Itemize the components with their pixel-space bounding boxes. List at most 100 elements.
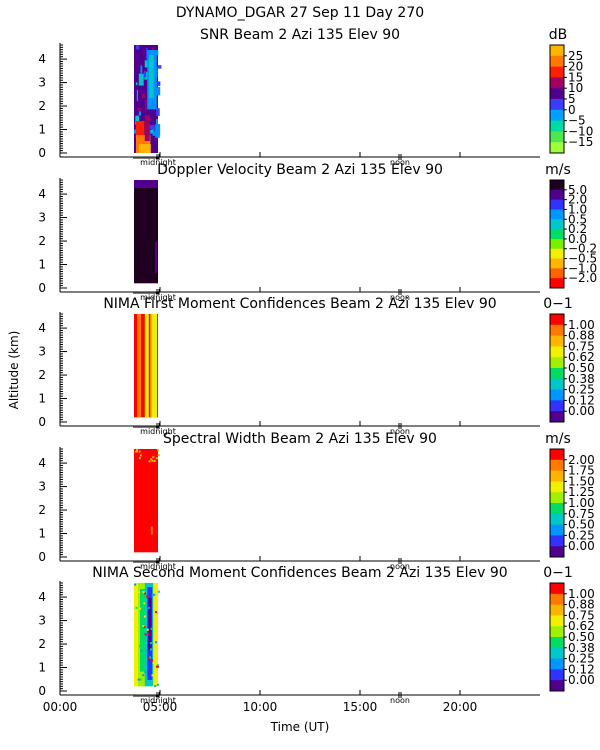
colorbar-swatch: [550, 248, 564, 260]
colorbar-swatch: [550, 99, 564, 111]
colorbar-swatch: [550, 637, 564, 649]
colorbar-swatch: [550, 546, 564, 558]
colorbar-label: 0.88: [568, 598, 595, 612]
colorbar-label: 0.00: [568, 539, 595, 553]
y-tick-label: 1: [38, 258, 46, 272]
colorbar-label: 2.0: [568, 193, 587, 207]
colorbar-swatch: [550, 55, 564, 68]
y-tick-label: 4: [38, 321, 46, 335]
colorbar-swatch: [550, 77, 564, 89]
colorbar-label: 0.62: [568, 350, 595, 364]
colorbar-label: 5.0: [568, 183, 587, 197]
colorbar-swatch: [550, 411, 564, 423]
colorbar-swatch: [550, 604, 564, 616]
panel-5: NIMA Second Moment Confidences Beam 2 Az…: [38, 565, 594, 705]
colorbar-label: 20: [568, 60, 583, 74]
colorbar-swatch: [550, 647, 564, 660]
colorbar-label: 0.88: [568, 329, 595, 343]
colorbar-swatch: [550, 513, 564, 526]
panel-1: SNR Beam 2 Azi 135 Elev 90 dB 0 1 2 3 4 midnigh…: [38, 27, 593, 167]
panel-title: Spectral Width Beam 2 Azi 135 Elev 90: [163, 431, 437, 447]
colorbar-unit: 0−1: [543, 296, 573, 312]
colorbar-label: 0.12: [568, 393, 595, 407]
colorbar-frame: [549, 179, 565, 289]
y-tick-label: 1: [38, 392, 46, 406]
colorbar-label: 0.25: [568, 528, 595, 542]
colorbar-label: 15: [568, 70, 583, 84]
x-tick-label: 20:00: [443, 700, 478, 714]
colorbar-label: 0.25: [568, 652, 595, 666]
colorbar-swatch: [550, 180, 564, 191]
panel-title: NIMA Second Moment Confidences Beam 2 Az…: [92, 565, 507, 581]
y-tick-label: 2: [38, 99, 46, 113]
x-tick-label: 00:00: [43, 700, 78, 714]
heatmap-cells: [134, 45, 162, 153]
y-tick-label: 3: [38, 480, 46, 494]
panel-title: NIMA First Moment Confidences Beam 2 Azi…: [103, 296, 496, 312]
colorbar-label: 0.38: [568, 372, 595, 386]
colorbar-label: −1.0: [568, 261, 597, 275]
colorbar-label: −2.0: [568, 271, 597, 285]
colorbar-label: 0.2: [568, 222, 587, 236]
colorbar-label: 1.00: [568, 318, 595, 332]
colorbar-swatch: [550, 346, 564, 358]
panels: SNR Beam 2 Azi 135 Elev 90 dB 0 1 2 3 4 midnigh…: [38, 27, 597, 714]
colorbar-label: 1.50: [568, 474, 595, 488]
marker-label: noon: [390, 427, 410, 436]
colorbar-label: 0.75: [568, 339, 595, 353]
colorbar-swatch: [550, 88, 564, 100]
colorbar-swatch: [550, 209, 564, 220]
y-tick-label: 2: [38, 368, 46, 382]
marker-label: midnight: [140, 427, 176, 436]
colorbar-swatch: [550, 583, 564, 595]
colorbar-swatch: [550, 45, 564, 57]
colorbar: 2.001.751.501.251.000.750.500.250.00: [549, 448, 595, 558]
colorbar: 1.000.880.750.620.500.380.250.120.00: [549, 313, 595, 423]
y-tick-label: 2: [38, 637, 46, 651]
y-tick-label: 0: [38, 415, 46, 429]
panel-4: Spectral Width Beam 2 Azi 135 Elev 90 m/s…: [38, 431, 594, 571]
colorbar-swatch: [550, 389, 564, 401]
colorbar-swatch: [550, 658, 564, 670]
colorbar-label: 0.50: [568, 630, 595, 644]
y-tick-label: 3: [38, 614, 46, 628]
y-tick-label: 0: [38, 550, 46, 564]
colorbar-label: 25: [568, 49, 583, 63]
y-tick-label: 4: [38, 456, 46, 470]
x-tick-label: 10:00: [243, 700, 278, 714]
colorbar-label: 0.75: [568, 608, 595, 622]
colorbar-swatch: [550, 268, 564, 279]
y-tick-label: 0: [38, 146, 46, 160]
marker-label: noon: [390, 696, 410, 705]
y-tick-label: 4: [38, 187, 46, 201]
colorbar-label: 0: [568, 103, 576, 117]
colorbar-swatch: [550, 189, 564, 201]
y-tick-label: 4: [38, 52, 46, 66]
y-tick-label: 4: [38, 590, 46, 604]
colorbar-label: −15: [568, 135, 593, 149]
colorbar-label: 2.00: [568, 453, 595, 467]
colorbar-swatch: [550, 258, 564, 269]
colorbar-label: 1.25: [568, 485, 595, 499]
heatmap-cells: [134, 449, 160, 553]
colorbar-swatch: [550, 524, 564, 536]
colorbar-swatch: [550, 335, 564, 347]
colorbar: 5.02.01.00.50.20.0−0.2−0.5−1.0−2.0: [549, 179, 597, 289]
colorbar-label: 1.00: [568, 587, 595, 601]
colorbar-swatch: [550, 481, 564, 493]
colorbar-label: −0.2: [568, 242, 597, 256]
marker-label: midnight: [140, 562, 176, 571]
colorbar-swatch: [550, 615, 564, 627]
colorbar-swatch: [550, 66, 564, 78]
x-tick-label: 05:00: [143, 700, 178, 714]
y-tick-label: 3: [38, 211, 46, 225]
y-tick-label: 3: [38, 345, 46, 359]
colorbar-label: −5: [568, 114, 586, 128]
colorbar-swatch: [550, 314, 564, 326]
colorbar-swatch: [550, 368, 564, 380]
y-tick-label: 3: [38, 76, 46, 90]
colorbar-label: 1.00: [568, 496, 595, 510]
y-tick-label: 1: [38, 527, 46, 541]
colorbar-swatch: [550, 142, 564, 154]
